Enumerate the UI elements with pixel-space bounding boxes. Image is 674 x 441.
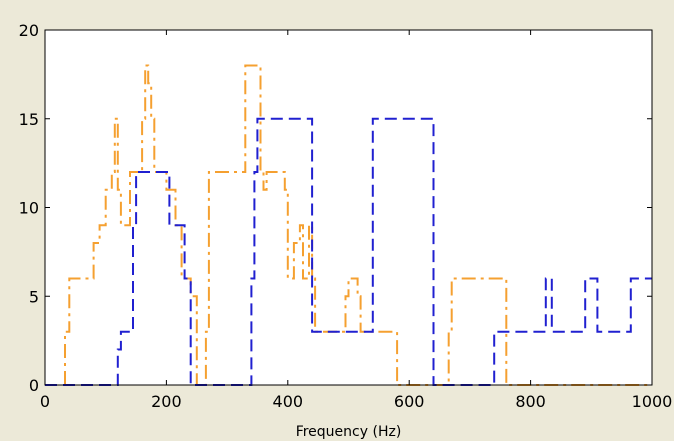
tick-layer: 0 200 400 600 800 1000 0 5 10 15 20: [19, 21, 673, 411]
y-tick-label-15: 15: [19, 110, 39, 129]
y-tick-label-0: 0: [29, 376, 39, 395]
x-tick-label-1000: 1000: [632, 392, 673, 411]
x-tick-label-200: 200: [151, 392, 182, 411]
x-axis-label: Frequency (Hz): [296, 424, 402, 440]
x-tick-label-800: 800: [515, 392, 546, 411]
y-tick-label-10: 10: [19, 199, 39, 218]
y-tick-label-20: 20: [19, 21, 39, 40]
y-tick-label-5: 5: [29, 287, 39, 306]
x-tick-label-400: 400: [273, 392, 304, 411]
series-layer: [45, 64, 652, 386]
series-line-1: [64, 64, 652, 386]
x-tick-label-600: 600: [394, 392, 425, 411]
x-tick-label-0: 0: [40, 392, 50, 411]
